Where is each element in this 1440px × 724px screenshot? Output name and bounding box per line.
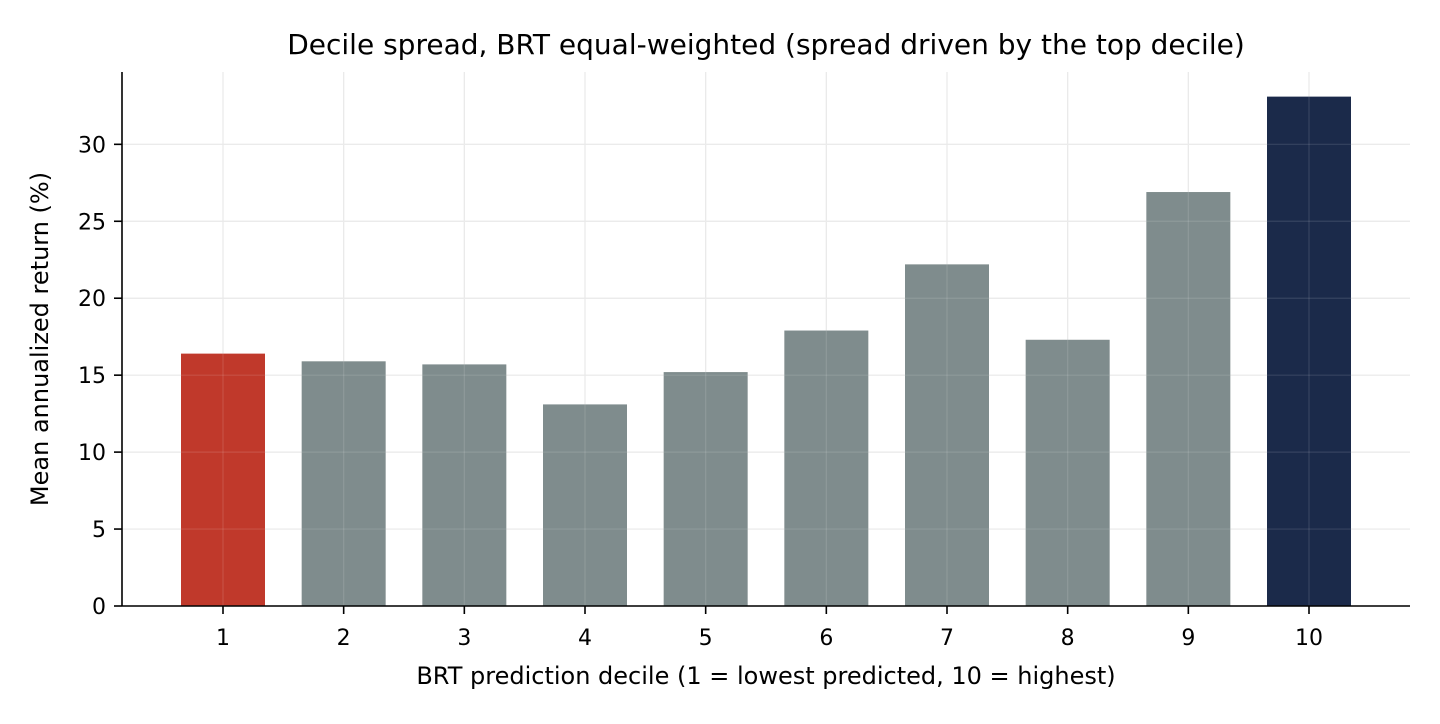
bar-decile-9: [1146, 192, 1231, 606]
x-axis-label: BRT prediction decile (1 = lowest predic…: [416, 662, 1115, 690]
bar-decile-6: [784, 330, 869, 606]
x-tick-label: 3: [457, 626, 471, 651]
chart-title: Decile spread, BRT equal-weighted (sprea…: [287, 28, 1245, 61]
y-tick-label: 0: [92, 595, 106, 620]
ticks: 0 5 10 15 20 25 30 1 2 3 4 5 6 7 8 9 10: [78, 133, 1323, 651]
y-tick-label: 5: [92, 518, 106, 543]
bar-decile-8: [1025, 339, 1110, 606]
bar-decile-3: [422, 364, 507, 606]
x-tick-label: 9: [1181, 626, 1195, 651]
bar-decile-2: [301, 361, 386, 606]
bars: [181, 96, 1351, 607]
y-tick-label: 20: [78, 287, 106, 312]
x-tick-label: 7: [940, 626, 954, 651]
x-tick-label: 6: [819, 626, 833, 651]
bar-decile-7: [905, 264, 989, 606]
x-tick-label: 10: [1295, 626, 1323, 651]
y-axis-label: Mean annualized return (%): [26, 172, 54, 506]
x-tick-label: 1: [216, 626, 230, 651]
y-tick-label: 15: [78, 364, 106, 389]
bar-decile-4: [543, 404, 627, 606]
bar-decile-1: [181, 353, 265, 606]
axes: [121, 72, 1410, 607]
y-tick-label: 30: [78, 133, 106, 158]
bar-decile-5: [663, 372, 748, 606]
y-tick-label: 25: [78, 210, 106, 235]
bar-decile-10: [1267, 96, 1351, 607]
x-tick-label: 8: [1061, 626, 1075, 651]
x-tick-label: 4: [578, 626, 592, 651]
y-tick-label: 10: [78, 441, 106, 466]
x-tick-label: 2: [337, 626, 351, 651]
x-tick-label: 5: [699, 626, 713, 651]
